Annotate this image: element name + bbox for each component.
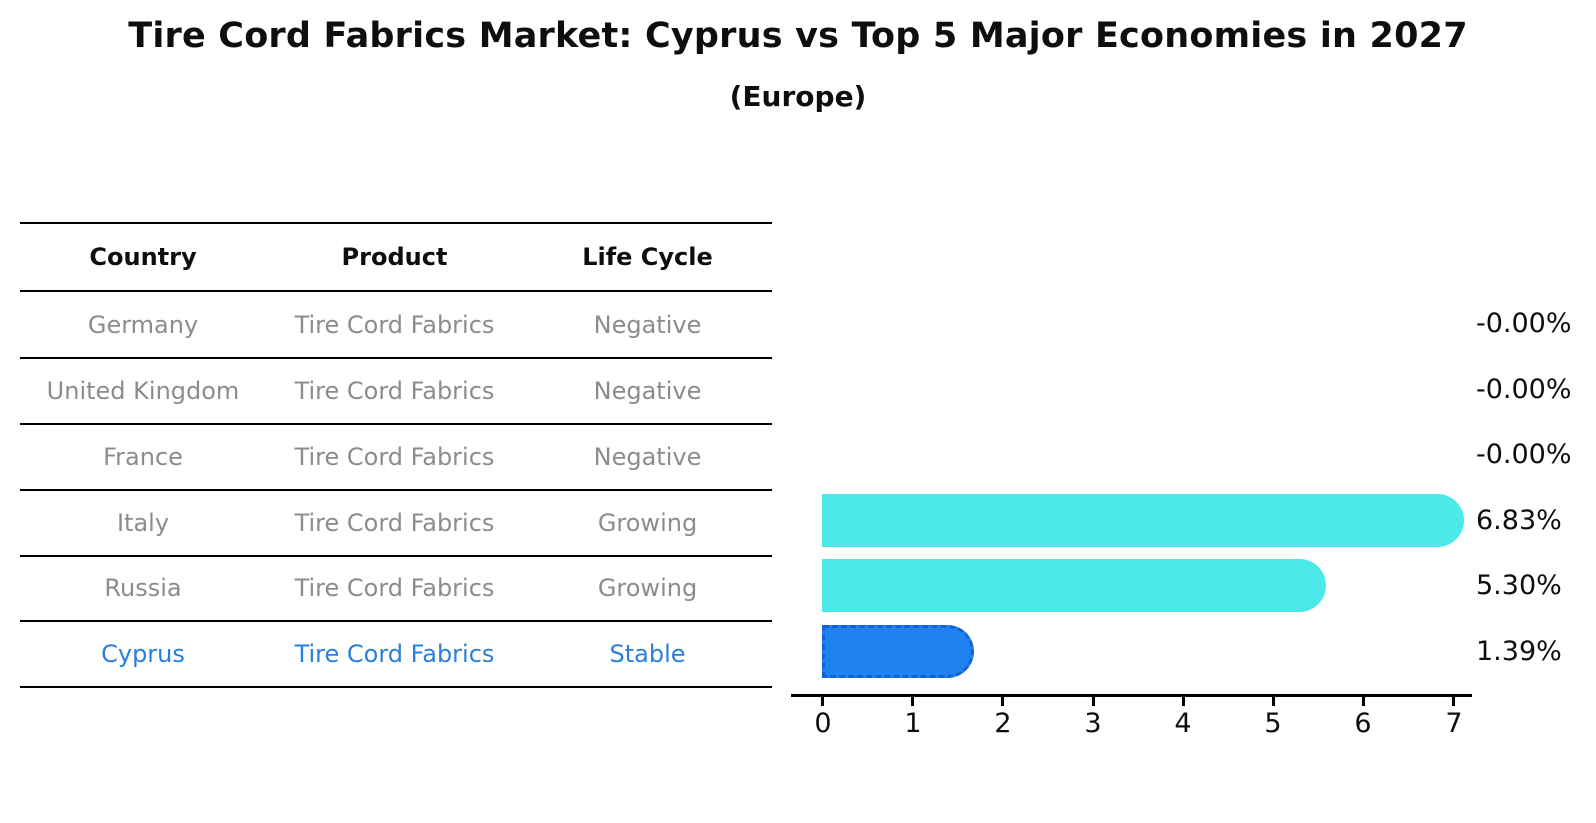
table-row: Italy Tire Cord Fabrics Growing xyxy=(20,490,772,557)
table-row: France Tire Cord Fabrics Negative xyxy=(20,424,772,491)
value-label-italy: 6.83% xyxy=(1476,505,1562,536)
table-row: Germany Tire Cord Fabrics Negative xyxy=(20,292,772,359)
table-cell-life-cycle: Growing xyxy=(597,574,698,602)
table-header-life-cycle: Life Cycle xyxy=(582,243,713,271)
table-cell-product: Tire Cord Fabrics xyxy=(294,574,495,602)
chart-title: Tire Cord Fabrics Market: Cyprus vs Top … xyxy=(128,16,1468,56)
chart-subtitle: (Europe) xyxy=(729,80,867,113)
x-tick-label-3: 3 xyxy=(1084,708,1102,739)
x-tick-label-5: 5 xyxy=(1264,708,1282,739)
value-label-germany: -0.00% xyxy=(1476,308,1572,339)
table-cell-country: Germany xyxy=(87,310,199,339)
value-label-cyprus: 1.39% xyxy=(1476,636,1562,667)
table-cell-product: Tire Cord Fabrics xyxy=(294,639,495,668)
x-axis-tick xyxy=(1452,697,1455,706)
x-tick-label-1: 1 xyxy=(904,708,922,739)
table-cell-country: Italy xyxy=(116,508,170,537)
x-tick-label-7: 7 xyxy=(1445,708,1463,739)
table-header-row: Country Product Life Cycle xyxy=(20,224,772,292)
x-tick-label-4: 4 xyxy=(1174,708,1192,739)
x-axis-tick xyxy=(1001,697,1004,706)
x-axis-line xyxy=(791,694,1472,697)
x-tick-label-0: 0 xyxy=(814,708,832,739)
table-cell-life-cycle: Negative xyxy=(593,376,702,405)
x-tick-label-6: 6 xyxy=(1354,708,1372,739)
x-axis-tick xyxy=(821,697,824,706)
x-axis-tick xyxy=(911,697,914,706)
table-row-cyprus-highlighted: Cyprus Tire Cord Fabrics Stable xyxy=(20,621,772,688)
x-axis-tick xyxy=(1272,697,1275,706)
bar-italy xyxy=(822,494,1464,547)
x-axis-tick xyxy=(1362,697,1365,706)
x-axis-tick xyxy=(1182,697,1185,706)
table-cell-country: Cyprus xyxy=(101,639,185,668)
table-header-product: Product xyxy=(341,243,448,271)
table-cell-product: Tire Cord Fabrics xyxy=(294,376,495,405)
value-label-united-kingdom: -0.00% xyxy=(1476,374,1572,405)
bar-russia xyxy=(822,559,1327,612)
table-cell-product: Tire Cord Fabrics xyxy=(294,310,495,339)
table-header-country: Country xyxy=(89,243,197,271)
table-cell-country: United Kingdom xyxy=(46,376,240,405)
table-row: United Kingdom Tire Cord Fabrics Negativ… xyxy=(20,358,772,425)
table-cell-country: France xyxy=(103,442,183,471)
x-tick-label-2: 2 xyxy=(994,708,1012,739)
value-label-france: -0.00% xyxy=(1476,439,1572,470)
table-cell-life-cycle: Negative xyxy=(593,310,702,339)
bar-cyprus-highlighted xyxy=(822,625,974,678)
table-cell-country: Russia xyxy=(104,574,182,602)
table-cell-life-cycle: Negative xyxy=(593,442,702,471)
table-cell-life-cycle: Stable xyxy=(609,639,686,668)
country-table: Country Product Life Cycle Germany Tire … xyxy=(20,222,772,688)
table-cell-product: Tire Cord Fabrics xyxy=(294,442,495,471)
value-label-russia: 5.30% xyxy=(1476,570,1562,601)
table-row: Russia Tire Cord Fabrics Growing xyxy=(20,556,772,622)
table-cell-life-cycle: Growing xyxy=(597,508,698,537)
x-axis-tick xyxy=(1092,697,1095,706)
table-cell-product: Tire Cord Fabrics xyxy=(294,508,495,537)
